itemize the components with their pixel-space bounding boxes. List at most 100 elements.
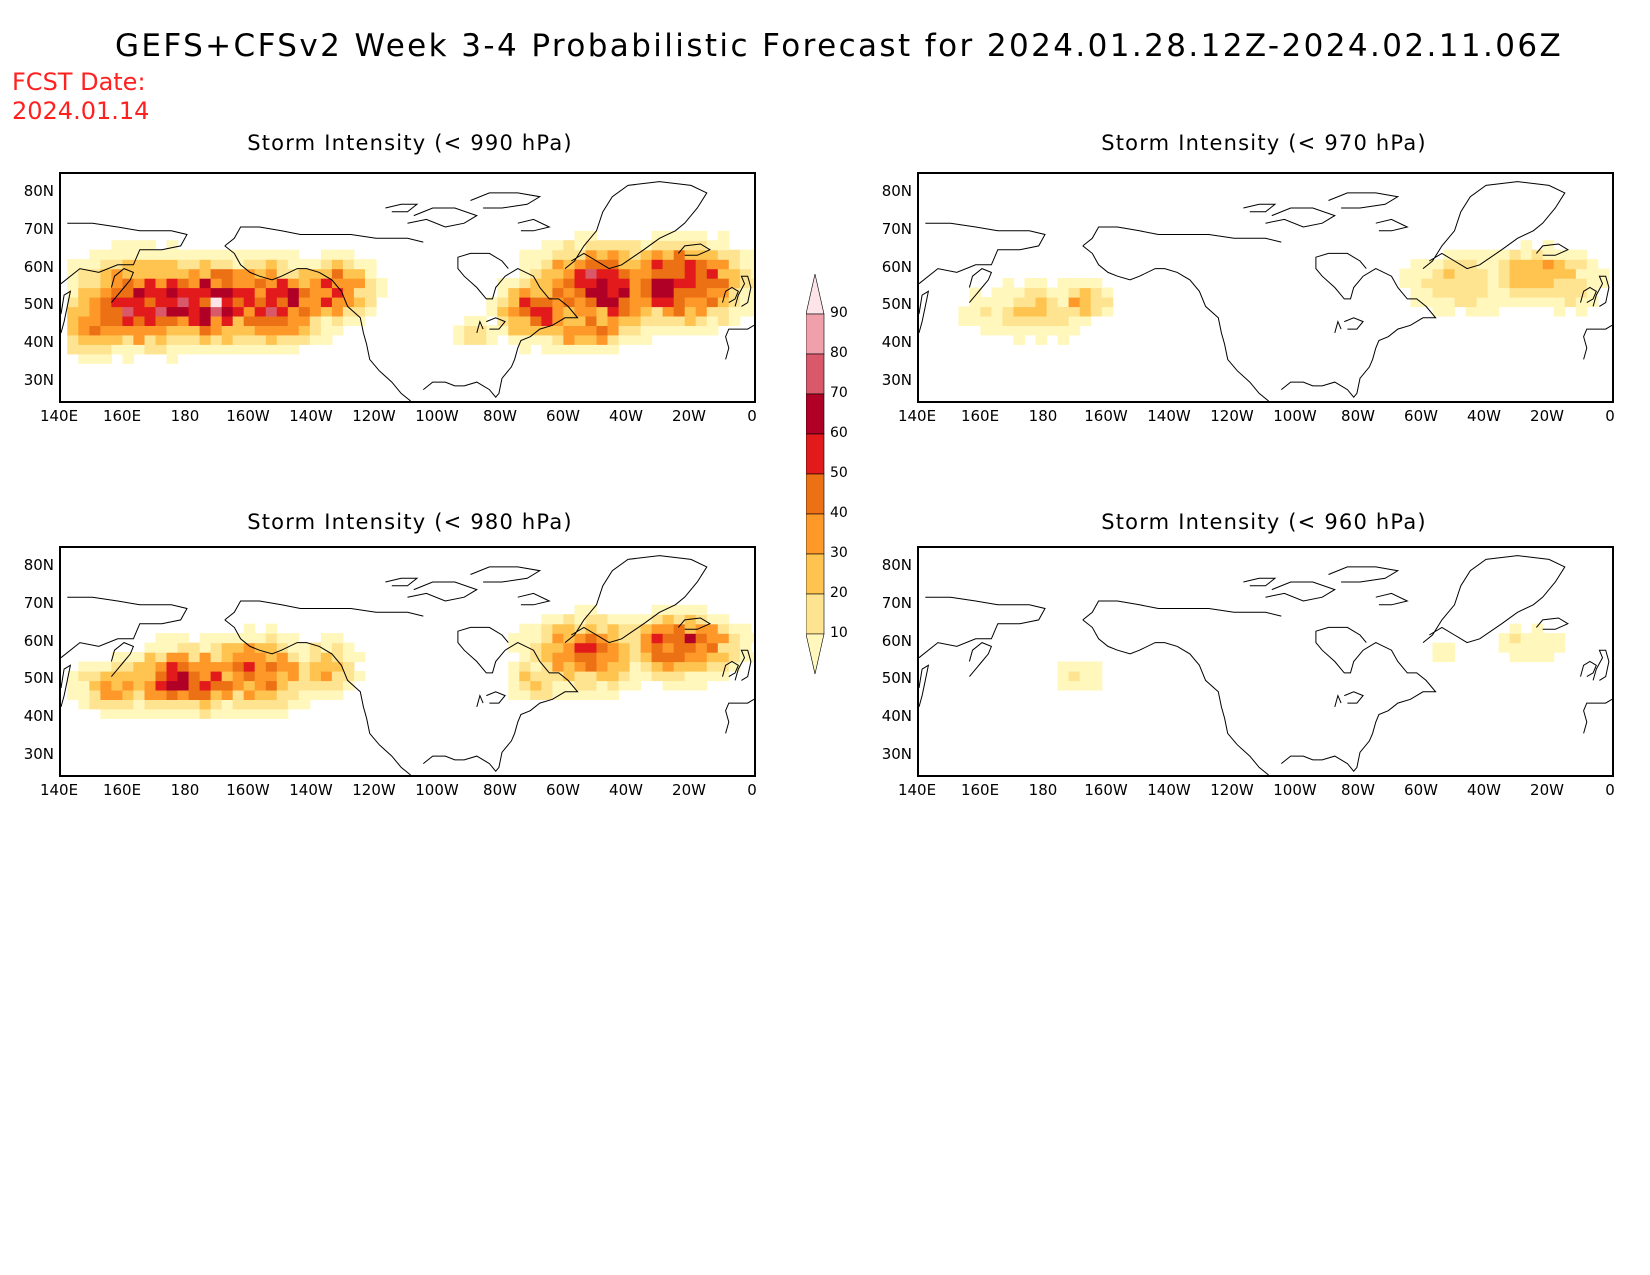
colorbar-segment (805, 313, 825, 355)
probability-cell (188, 259, 201, 270)
probability-cell (530, 652, 542, 663)
probability-cell (111, 671, 123, 682)
probability-cell (100, 259, 112, 270)
probability-cell (111, 249, 123, 260)
probability-cell (585, 297, 598, 308)
probability-cell (199, 642, 212, 653)
probability-cell (662, 268, 675, 279)
probability-cell (662, 623, 675, 634)
lat-tick-label: 50N (881, 669, 912, 688)
probability-cell (585, 604, 598, 615)
probability-cell (684, 623, 697, 634)
coastline (734, 275, 752, 307)
probability-cell (618, 325, 631, 336)
probability-cell (530, 633, 542, 644)
probability-cell (298, 306, 311, 317)
probability-cell (629, 642, 642, 653)
colorbar-tick-label: 20 (830, 585, 848, 601)
probability-cell (541, 268, 553, 279)
lon-tick-label: 100W (415, 407, 459, 425)
probability-cell (1498, 278, 1511, 289)
probability-cell (254, 297, 267, 308)
probability-cell (585, 680, 598, 691)
probability-cell (662, 680, 675, 691)
probability-cell (276, 249, 289, 260)
probability-cell (1046, 287, 1059, 298)
probability-cell (243, 334, 256, 345)
probability-cell (199, 325, 212, 336)
probability-cell (1090, 671, 1103, 682)
probability-cell (1035, 334, 1048, 345)
probability-cell (320, 259, 333, 270)
probability-cell (684, 306, 697, 317)
probability-cell (728, 297, 741, 308)
probability-cell (1013, 315, 1026, 326)
probability-cell (166, 297, 179, 308)
probability-cell (243, 259, 256, 270)
probability-cell (530, 249, 542, 260)
probability-cell (122, 689, 134, 700)
lon-tick-label: 140W (289, 407, 333, 425)
probability-cell (1465, 287, 1478, 298)
probability-cell (629, 306, 642, 317)
probability-cell (1057, 306, 1070, 317)
colorbar-segment (805, 513, 825, 555)
probability-cell (497, 297, 509, 308)
probability-cell (1564, 287, 1577, 298)
probability-cell (177, 344, 190, 355)
probability-cell (353, 278, 366, 289)
probability-cell (122, 249, 134, 260)
probability-cell (662, 671, 675, 682)
map-panel-980 (59, 546, 756, 777)
probability-cell (144, 334, 157, 345)
probability-cell (585, 623, 598, 634)
probability-cell (100, 661, 112, 672)
probability-cell (629, 633, 642, 644)
probability-cell (287, 315, 300, 326)
probability-cell (144, 268, 157, 279)
probability-cell (78, 306, 90, 317)
probability-cell (177, 297, 190, 308)
probability-cell (1564, 249, 1577, 260)
probability-cell (596, 671, 609, 682)
probability-cell (750, 268, 754, 279)
panel-title-960: Storm Intensity (< 960 hPa) (1101, 510, 1427, 534)
probability-cell (728, 661, 741, 672)
probability-cell (155, 287, 168, 298)
probability-cell (1024, 278, 1037, 289)
probability-cell (166, 259, 179, 270)
probability-cell (199, 297, 212, 308)
coastline (678, 243, 711, 256)
probability-cell (133, 652, 145, 663)
probability-cell (607, 633, 620, 644)
probability-cell (177, 268, 190, 279)
probability-cell (563, 614, 575, 625)
probability-cell (1024, 297, 1037, 308)
coastline (1328, 566, 1400, 583)
probability-cell (1509, 642, 1522, 653)
probability-cell (232, 671, 245, 682)
coastline (486, 691, 506, 704)
probability-cell (133, 259, 145, 270)
lon-tick-label: 40W (1467, 781, 1501, 799)
probability-cell (144, 671, 157, 682)
probability-cell (89, 334, 101, 345)
probability-cell (508, 661, 520, 672)
probability-cell (133, 297, 145, 308)
probability-cell (111, 297, 123, 308)
coastline (919, 596, 1046, 659)
probability-cell (342, 642, 355, 653)
probability-cell (1564, 259, 1577, 270)
probability-cell (596, 614, 609, 625)
probability-cell (574, 689, 587, 700)
probability-cell (122, 306, 134, 317)
coastline (564, 181, 708, 270)
probability-cell (309, 689, 322, 700)
probability-cell (309, 325, 322, 336)
probability-cell (1443, 297, 1456, 308)
probability-cell (563, 297, 575, 308)
probability-cell (67, 259, 79, 270)
probability-cell (1498, 287, 1511, 298)
probability-cell (287, 249, 300, 260)
probability-cell (541, 249, 553, 260)
